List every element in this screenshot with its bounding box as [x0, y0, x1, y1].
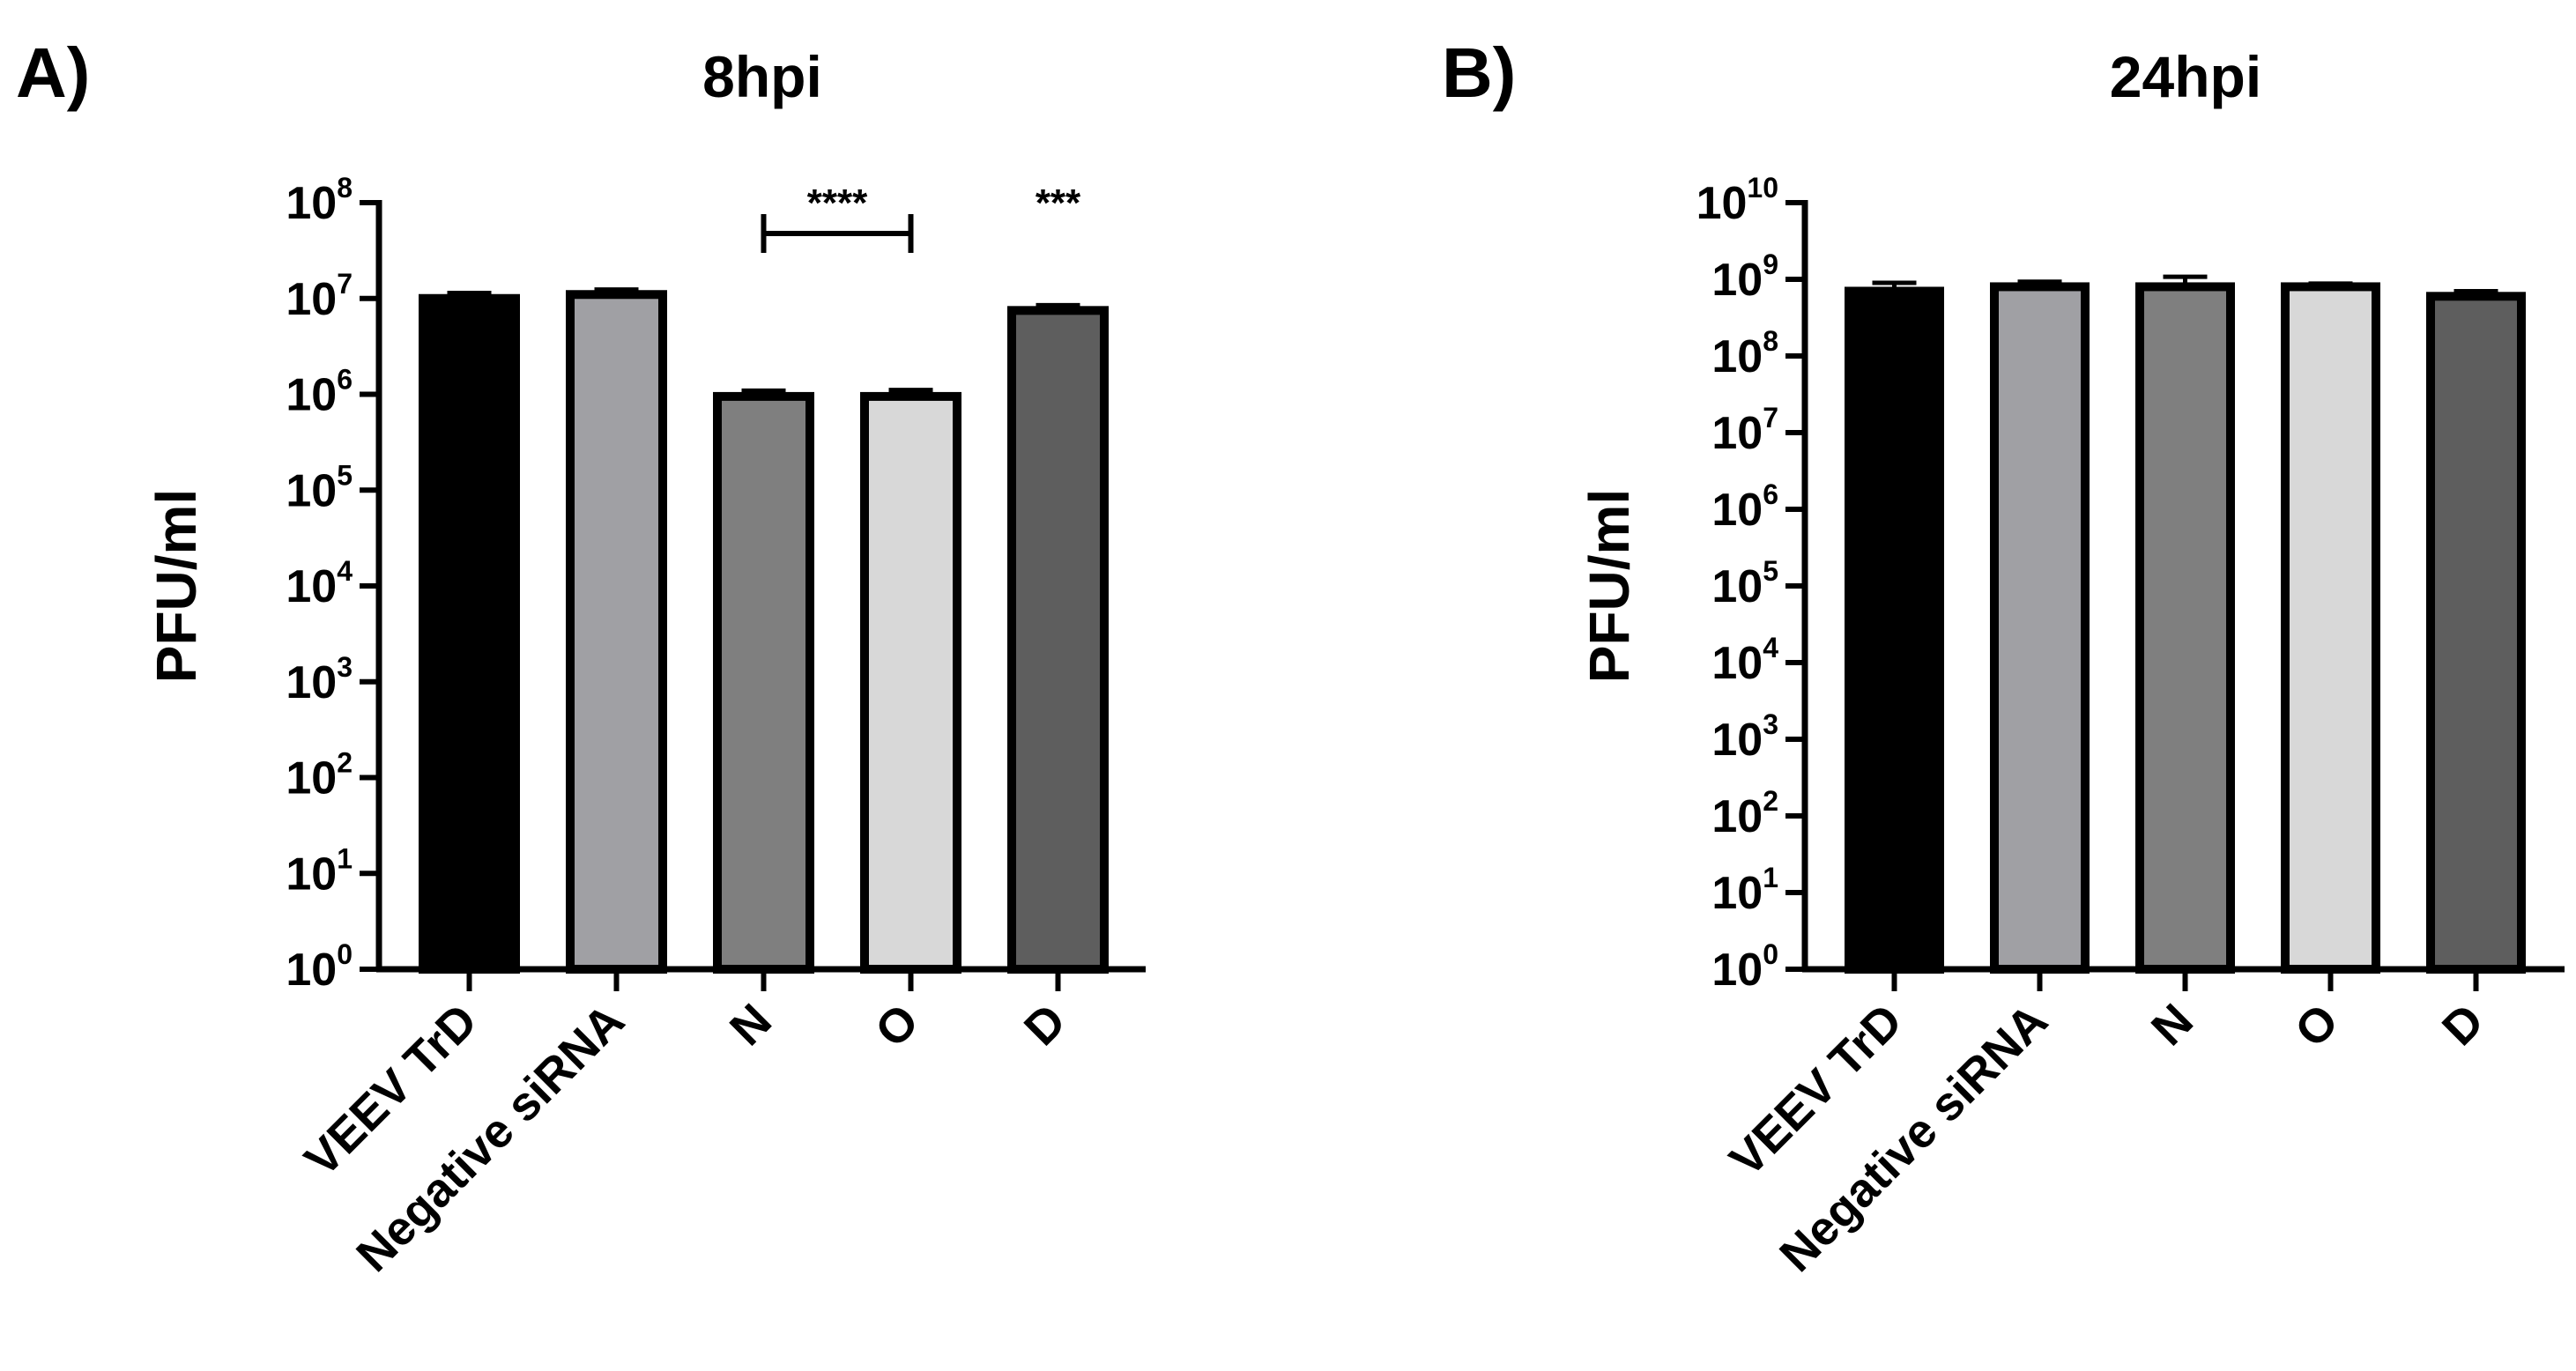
y-tick-exponent: 8: [1763, 325, 1778, 357]
bar: [1007, 306, 1109, 974]
x-tick-label: N: [720, 994, 782, 1056]
y-tick-base: 10: [1711, 408, 1763, 459]
y-axis-label: PFU/ml: [145, 489, 208, 683]
y-tick-label: 106: [286, 364, 353, 421]
y-tick-label: 103: [1711, 708, 1778, 766]
bar: [419, 293, 520, 974]
y-tick-label: 103: [286, 651, 353, 708]
y-tick-exponent: 9: [1763, 248, 1778, 280]
bar: [1845, 286, 1944, 975]
y-tick-base: 10: [286, 849, 337, 900]
y-tick-label: 108: [1711, 325, 1778, 382]
x-tick-label: D: [1014, 994, 1076, 1056]
y-tick-base: 10: [1711, 791, 1763, 842]
y-tick-exponent: 5: [1763, 555, 1778, 587]
x-tick-label: Negative siRNA: [346, 994, 635, 1282]
y-tick-base: 10: [1711, 331, 1763, 382]
y-tick-base: 10: [1711, 561, 1763, 612]
y-tick-exponent: 3: [1763, 708, 1778, 740]
bar: [2281, 282, 2380, 975]
x-tick-label: O: [2285, 994, 2349, 1057]
chart-title: 8hpi: [702, 44, 822, 109]
x-tick-label: Negative siRNA: [1770, 994, 2058, 1282]
y-tick-exponent: 7: [1763, 402, 1778, 434]
bar: [566, 290, 667, 974]
panel-label: A): [16, 33, 90, 112]
significance-label: ***: [1036, 182, 1081, 225]
panel-b: B) 24hpiPFU/ml100101102103104105106107108…: [1442, 33, 2565, 1282]
y-tick-base: 10: [286, 657, 337, 708]
y-tick-exponent: 0: [1763, 938, 1778, 970]
panel-label: B): [1442, 33, 1516, 112]
significance-label: ****: [807, 182, 868, 225]
y-tick-label: 105: [286, 459, 353, 516]
y-tick-base: 10: [1711, 715, 1763, 766]
y-tick-label: 105: [1711, 555, 1778, 612]
y-tick-label: 109: [1711, 248, 1778, 306]
y-tick-base: 10: [286, 945, 337, 996]
y-tick-label: 104: [1711, 632, 1778, 689]
y-tick-base: 10: [1711, 485, 1763, 536]
y-tick-base: 10: [1711, 945, 1763, 996]
bar: [713, 391, 814, 974]
y-tick-label: 102: [1711, 785, 1778, 842]
y-tick-exponent: 2: [1763, 785, 1778, 817]
y-tick-label: 101: [286, 842, 353, 900]
y-tick-exponent: 4: [1763, 632, 1778, 663]
y-tick-exponent: 8: [337, 172, 353, 204]
chart-title: 24hpi: [2110, 44, 2261, 109]
y-tick-exponent: 2: [337, 747, 353, 779]
x-tick-label: N: [2142, 994, 2203, 1056]
x-tick-label: D: [2432, 994, 2494, 1056]
x-tick-label: O: [865, 994, 929, 1057]
bar: [860, 391, 961, 974]
y-tick-label: 1010: [1696, 172, 1778, 229]
y-tick-base: 10: [286, 465, 337, 516]
y-tick-exponent: 7: [337, 268, 353, 300]
y-tick-label: 107: [286, 268, 353, 325]
y-tick-label: 107: [1711, 402, 1778, 459]
y-tick-base: 10: [1711, 638, 1763, 689]
y-tick-exponent: 5: [337, 459, 353, 491]
y-tick-exponent: 3: [337, 651, 353, 683]
y-tick-base: 10: [286, 178, 337, 229]
y-tick-label: 100: [286, 938, 353, 996]
y-tick-exponent: 4: [337, 555, 353, 587]
y-tick-base: 10: [286, 753, 337, 804]
y-tick-label: 108: [286, 172, 353, 229]
y-tick-exponent: 0: [337, 938, 353, 970]
bar: [1990, 282, 2090, 975]
y-tick-exponent: 1: [337, 842, 353, 874]
bar: [2135, 282, 2235, 975]
y-tick-exponent: 6: [1763, 478, 1778, 510]
y-tick-label: 102: [286, 747, 353, 804]
y-tick-base: 10: [1696, 178, 1748, 229]
bar: [2426, 292, 2526, 974]
y-tick-base: 10: [1711, 255, 1763, 306]
y-tick-base: 10: [286, 561, 337, 612]
panel-a: A) 8hpiPFU/ml100101102103104105106107108V…: [16, 33, 1146, 1282]
y-tick-label: 104: [286, 555, 353, 612]
y-tick-exponent: 10: [1747, 172, 1778, 204]
y-axis-label: PFU/ml: [1578, 489, 1641, 683]
y-tick-base: 10: [1711, 868, 1763, 919]
y-tick-base: 10: [286, 274, 337, 325]
y-tick-label: 101: [1711, 862, 1778, 919]
y-tick-label: 106: [1711, 478, 1778, 536]
y-tick-base: 10: [286, 370, 337, 421]
y-tick-label: 100: [1711, 938, 1778, 996]
y-tick-exponent: 6: [337, 364, 353, 396]
y-tick-exponent: 1: [1763, 862, 1778, 893]
